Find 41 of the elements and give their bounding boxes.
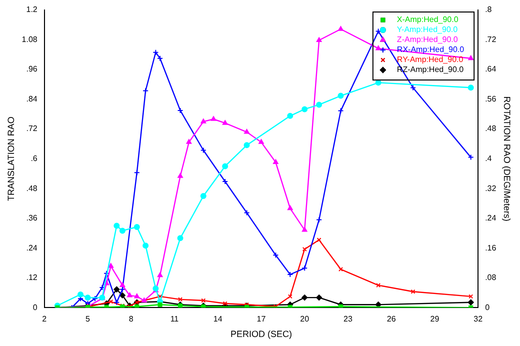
y2-tick-label: .16	[485, 243, 497, 252]
y-tick-label: 0	[32, 302, 38, 312]
x-tick-label: 20	[300, 314, 310, 324]
y2-tick-label: .08	[485, 273, 497, 282]
y2-tick-label: .48	[485, 124, 497, 134]
y-tick-label: .72	[26, 124, 38, 134]
legend-label: X-Amp:Hed_90.0	[396, 15, 459, 24]
x-axis-title: PERIOD (SEC)	[230, 329, 292, 340]
y-tick-label: .36	[26, 214, 38, 223]
y2-tick-label: .32	[485, 184, 497, 193]
y2-tick-label: .72	[485, 34, 497, 44]
y2-tick-label: 0	[485, 302, 490, 312]
x-tick-label: 17	[256, 314, 266, 324]
y-tick-label: .48	[26, 184, 38, 193]
x-tick-label: 14	[213, 314, 223, 324]
x-tick-label: 11	[170, 314, 180, 324]
y-tick-label: .12	[26, 273, 38, 282]
y2-tick-label: .56	[485, 94, 497, 104]
y2-axis-title: ROTATION RAO (DEG/Meters)	[502, 96, 512, 222]
y-tick-label: .96	[26, 64, 38, 74]
x-tick-label: 2	[42, 314, 48, 324]
y-tick-label: .6	[30, 154, 38, 164]
x-tick-label: 32	[474, 314, 484, 324]
y2-tick-label: .64	[485, 64, 497, 74]
x-tick-label: 23	[344, 314, 353, 324]
y2-tick-label: .4	[485, 154, 492, 164]
x-tick-label: 26	[386, 314, 396, 324]
legend-label: Z-Amp:Hed_90.0	[396, 35, 458, 44]
y-axis-title: TRANSLATION RAO	[6, 116, 16, 201]
y2-tick-label: .8	[485, 5, 492, 14]
y-tick-label: .84	[26, 94, 38, 104]
legend-label: RY-Amp:Hed_90.0	[396, 55, 464, 64]
x-tick-label: 8	[128, 314, 134, 324]
y-tick-label: 1.08	[22, 34, 38, 44]
y-tick-label: 1.2	[26, 5, 38, 14]
y2-tick-label: .24	[485, 214, 497, 223]
legend-label: RX-Amp:Hed_90.0	[396, 45, 465, 54]
x-tick-label: 5	[86, 314, 91, 324]
legend-label: Y-Amp:Hed_90.0	[396, 25, 458, 34]
y-tick-label: .24	[26, 243, 38, 252]
x-tick-label: 29	[430, 314, 440, 324]
